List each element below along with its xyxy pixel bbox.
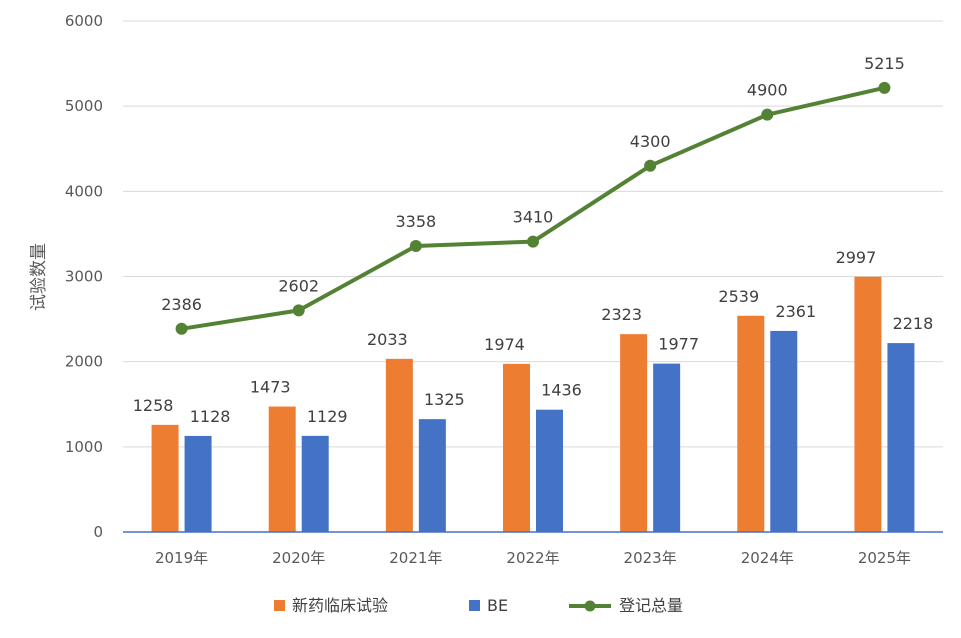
bar-data-label: 2997 xyxy=(836,248,877,267)
line-data-label: 5215 xyxy=(864,54,905,73)
total-line xyxy=(175,81,891,335)
bar xyxy=(268,406,296,532)
legend-swatch xyxy=(274,600,285,611)
x-tick-label: 2019年 xyxy=(155,549,208,567)
line-point xyxy=(409,240,422,253)
x-axis-ticks: 2019年 2020年 2021年 2022年 2023年 2024年 2025年 xyxy=(155,549,911,567)
y-tick-label: 6000 xyxy=(65,12,103,30)
line-point xyxy=(644,159,657,172)
bar xyxy=(301,435,329,532)
line-point xyxy=(878,81,891,94)
bar-data-label: 1128 xyxy=(190,407,231,426)
line-data-label: 3358 xyxy=(395,212,436,231)
x-tick-label: 2024年 xyxy=(741,549,794,567)
bar-data-label: 1258 xyxy=(133,396,174,415)
data-labels: 1258 1473 2033 1974 2323 2539 2997 1128 1129 1325… xyxy=(133,54,934,426)
bar-data-label: 2361 xyxy=(775,302,816,321)
x-tick-label: 2025年 xyxy=(858,549,911,567)
legend-label: BE xyxy=(487,596,508,615)
line-point xyxy=(175,322,188,335)
bar xyxy=(385,358,413,532)
bar-data-label: 2323 xyxy=(601,305,642,324)
legend-label: 登记总量 xyxy=(619,596,683,615)
x-tick-label: 2021年 xyxy=(389,549,442,567)
bar xyxy=(770,330,798,532)
bar xyxy=(854,276,882,532)
bar xyxy=(737,315,765,532)
bar xyxy=(151,424,179,532)
y-tick-label: 4000 xyxy=(65,182,103,200)
y-axis-title: 试验数量 xyxy=(29,243,49,311)
legend-marker xyxy=(584,600,596,612)
y-tick-label: 1000 xyxy=(65,438,103,456)
bar xyxy=(503,363,530,532)
line-point xyxy=(527,235,539,248)
bars xyxy=(151,276,915,532)
bar-data-label: 1473 xyxy=(250,378,291,397)
bar-data-label: 2539 xyxy=(718,287,759,306)
line-data-label: 4300 xyxy=(630,132,671,151)
gridlines xyxy=(123,20,943,448)
y-tick-label: 2000 xyxy=(65,353,103,371)
bar-data-label: 1436 xyxy=(541,381,582,400)
legend: 新药临床试验 BE 登记总量 xyxy=(274,596,683,615)
y-tick-label: 5000 xyxy=(65,97,103,115)
x-tick-label: 2020年 xyxy=(272,549,325,567)
bar-data-label: 1129 xyxy=(307,407,348,426)
bar-data-label: 2218 xyxy=(893,314,934,333)
legend-swatch xyxy=(469,600,480,611)
bar xyxy=(418,419,446,532)
x-tick-label: 2023年 xyxy=(624,549,677,567)
y-tick-label: 0 xyxy=(93,523,103,541)
line-data-label: 2386 xyxy=(161,295,202,314)
y-tick-label: 3000 xyxy=(65,268,103,286)
line-point xyxy=(761,108,774,121)
line-data-label: 4900 xyxy=(747,81,788,100)
line-data-label: 2602 xyxy=(278,276,319,295)
bar-data-label: 1325 xyxy=(424,390,465,409)
bar xyxy=(184,435,212,532)
line-point xyxy=(292,304,305,317)
bar xyxy=(620,334,648,532)
legend-label: 新药临床试验 xyxy=(292,596,388,615)
bar-data-label: 2033 xyxy=(367,330,408,349)
x-tick-label: 2022年 xyxy=(506,549,559,567)
bar-data-label: 1974 xyxy=(484,335,525,354)
line-data-label: 3410 xyxy=(513,208,554,227)
y-axis-ticks: 0 1000 2000 3000 4000 5000 6000 xyxy=(65,12,103,541)
bar-data-label: 1977 xyxy=(658,335,699,354)
bar xyxy=(887,343,915,532)
bar xyxy=(536,409,563,532)
bar xyxy=(653,363,681,532)
